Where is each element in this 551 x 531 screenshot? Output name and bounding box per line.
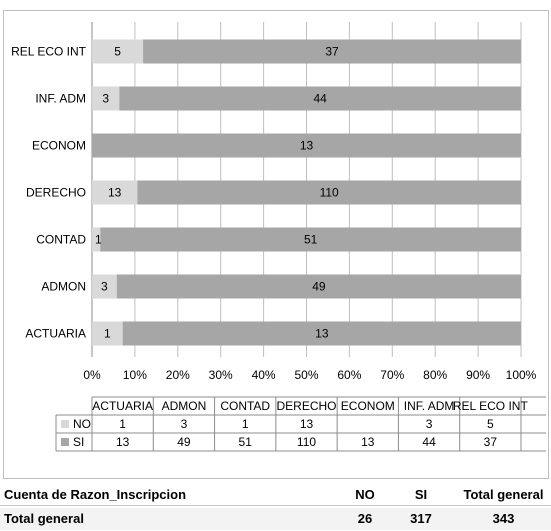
legend-key-no xyxy=(61,420,69,428)
pivot-total-si: 317 xyxy=(410,511,432,526)
data-label-no: 3 xyxy=(101,280,108,294)
x-tick-label: 90% xyxy=(466,368,490,382)
data-table: ACTUARIA ADMON CONTAD DERECHO ECONOM INF. ADM… xyxy=(55,396,546,452)
x-tick-label: 60% xyxy=(337,368,361,382)
category-labels: ACTUARIA ADMON CONTAD DERECHO ECONOM INF. ADM… xyxy=(11,45,87,341)
table-value-cell: 13 xyxy=(116,435,130,449)
data-label-si: 13 xyxy=(300,139,314,153)
data-label-si: 51 xyxy=(304,233,318,247)
pivot-total-no: 26 xyxy=(357,511,373,526)
x-tick-label: 0% xyxy=(83,368,101,382)
table-value-cell: 51 xyxy=(239,435,253,449)
bar-no xyxy=(92,274,117,299)
table-value-cell: 44 xyxy=(422,435,436,449)
table-value-cell: 3 xyxy=(181,417,188,431)
table-header-cell: ADMON xyxy=(162,399,207,413)
bar-si xyxy=(119,86,521,111)
x-tick-label: 80% xyxy=(423,368,447,382)
pivot-total-row: Total general 26 317 343 xyxy=(0,508,551,530)
table-header-cell: ECONOM xyxy=(341,399,395,413)
bar-si xyxy=(143,39,522,64)
bar-no xyxy=(92,227,101,252)
x-tick-label: 50% xyxy=(294,368,318,382)
legend-label-si: SI xyxy=(73,435,84,449)
data-label-si: 44 xyxy=(314,92,328,106)
pivot-header-total: Total general xyxy=(463,487,544,502)
data-label-si: 13 xyxy=(315,327,329,341)
legend-label-no: NO xyxy=(73,417,91,431)
bar-no xyxy=(92,86,120,111)
data-label-si: 37 xyxy=(325,45,339,59)
data-label-no: 3 xyxy=(102,92,109,106)
data-label-si: 49 xyxy=(312,280,326,294)
table-header-cell: ACTUARIA xyxy=(92,399,153,413)
table-header-cell: DERECHO xyxy=(276,399,336,413)
table-value-cell: 1 xyxy=(119,417,126,431)
category-label: DERECHO xyxy=(26,186,86,200)
table-value-cell: 110 xyxy=(297,435,316,449)
category-label: CONTAD xyxy=(36,233,86,247)
category-label: REL ECO INT xyxy=(11,45,87,59)
x-tick-label: 100% xyxy=(506,368,537,382)
table-value-cell: 3 xyxy=(426,417,433,431)
data-label-si: 110 xyxy=(320,186,339,200)
bars: 1 13 3 49 1 51 13 110 13 3 44 5 37 xyxy=(92,39,522,346)
category-label: ADMON xyxy=(41,280,86,294)
x-tick-label: 70% xyxy=(380,368,404,382)
pivot-total-label: Total general xyxy=(4,511,84,526)
table-header-cell: REL ECO INT xyxy=(453,399,529,413)
pivot-total-grand: 343 xyxy=(492,511,515,526)
x-tick-label: 10% xyxy=(123,368,147,382)
table-value-cell: 49 xyxy=(177,435,191,449)
bar-si xyxy=(92,133,521,158)
pivot-header-no: NO xyxy=(355,487,375,502)
bar-no xyxy=(92,39,144,64)
pivot-header-si: SI xyxy=(414,487,428,502)
x-tick-label: 20% xyxy=(166,368,190,382)
table-value-cell: 37 xyxy=(484,435,498,449)
pivot-header-row: Cuenta de Razon_Inscripcion NO SI Total … xyxy=(0,484,551,506)
chart-area xyxy=(3,10,549,479)
bar-no xyxy=(92,180,138,205)
data-label-no: 1 xyxy=(95,233,102,247)
table-value-cell: 13 xyxy=(361,435,375,449)
bar-no xyxy=(92,321,123,346)
data-label-no: 13 xyxy=(108,186,122,200)
category-label: ECONOM xyxy=(32,139,86,153)
bar-si xyxy=(122,321,522,346)
table-value-cell: 1 xyxy=(242,417,249,431)
table-header-cell: CONTAD xyxy=(220,399,270,413)
table-header-cell: INF. ADM xyxy=(404,399,455,413)
table-value-cell: 5 xyxy=(487,417,494,431)
bar-si xyxy=(137,180,521,205)
table-value-cell: 13 xyxy=(300,417,314,431)
legend-key-si xyxy=(61,438,69,446)
x-tick-label: 40% xyxy=(252,368,276,382)
x-tick-label: 30% xyxy=(209,368,233,382)
data-label-no: 1 xyxy=(104,327,111,341)
pivot-header-label: Cuenta de Razon_Inscripcion xyxy=(4,487,187,502)
pivot-separator xyxy=(0,505,551,506)
data-label-no: 5 xyxy=(114,45,121,59)
bar-si xyxy=(116,274,521,299)
category-label: ACTUARIA xyxy=(25,327,86,341)
bar-si xyxy=(100,227,521,252)
category-label: INF. ADM xyxy=(35,92,86,106)
x-tick-labels: 0% 10% 20% 30% 40% 50% 60% 70% 80% 90% 100% xyxy=(83,368,536,382)
